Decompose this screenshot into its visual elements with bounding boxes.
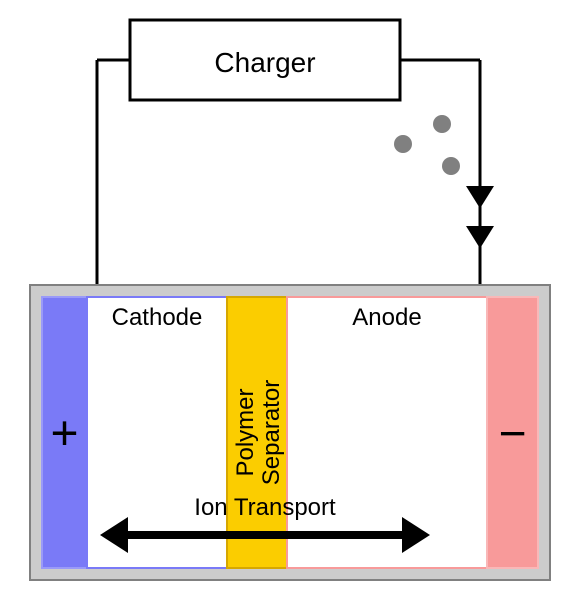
positive-collector-symbol: + [50, 407, 78, 460]
electron-dot-1 [433, 115, 451, 133]
anode-label: Anode [352, 304, 421, 331]
charger-label: Charger [214, 47, 315, 78]
ion-transport-label: Ion Transport [194, 494, 336, 521]
separator-label-1: Polymer [232, 388, 259, 476]
cathode-label: Cathode [112, 304, 203, 331]
anode [287, 297, 487, 568]
electron-dot-0 [394, 135, 412, 153]
cathode [87, 297, 227, 568]
negative-collector-symbol: − [498, 407, 526, 460]
electron-dot-2 [442, 157, 460, 175]
separator-label-group: PolymerSeparator [232, 380, 285, 485]
separator-label-2: Separator [258, 380, 285, 485]
